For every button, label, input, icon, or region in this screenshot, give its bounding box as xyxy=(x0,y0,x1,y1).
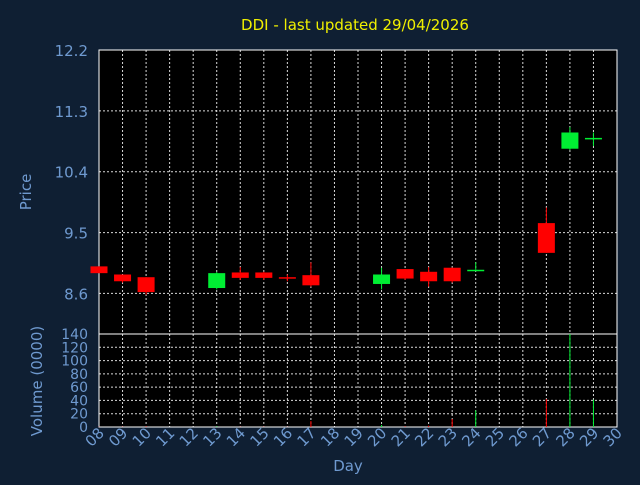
day-tick-labels: 0809101112131415161718192021222324252627… xyxy=(82,424,626,450)
day-tick-label: 19 xyxy=(341,424,367,450)
candle-body xyxy=(137,277,155,293)
volume-tick-label: 40 xyxy=(70,393,88,409)
candle-body xyxy=(396,269,414,279)
day-tick-label: 18 xyxy=(317,424,343,450)
volume-tick-label: 0 xyxy=(79,420,88,436)
day-tick-label: 25 xyxy=(482,424,508,450)
volume-tick-label: 80 xyxy=(70,367,88,383)
day-tick-label: 24 xyxy=(458,424,484,450)
candle-body xyxy=(443,267,461,282)
day-tick-label: 17 xyxy=(294,424,320,450)
volume-tick-label: 100 xyxy=(61,354,88,370)
day-tick-label: 14 xyxy=(223,424,249,450)
volume-tick-label: 60 xyxy=(70,380,88,396)
volume-tick-label: 140 xyxy=(61,327,88,343)
candle-body xyxy=(373,274,391,284)
day-tick-label: 30 xyxy=(600,424,626,450)
day-tick-label: 12 xyxy=(176,424,202,450)
price-tick-label: 12.2 xyxy=(55,42,88,60)
day-tick-label: 15 xyxy=(246,424,272,450)
price-tick-label: 9.5 xyxy=(64,225,88,243)
candle-body xyxy=(208,273,226,289)
candle-body xyxy=(561,132,579,149)
candle-body xyxy=(231,272,249,278)
day-axis-label: Day xyxy=(333,457,363,475)
candle-body xyxy=(584,137,602,140)
day-tick-label: 11 xyxy=(152,424,178,450)
day-tick-label: 26 xyxy=(505,424,531,450)
day-tick-label: 23 xyxy=(435,424,461,450)
day-tick-label: 10 xyxy=(129,424,155,450)
price-tick-label: 11.3 xyxy=(55,103,88,121)
candle-body xyxy=(302,275,320,286)
day-tick-label: 20 xyxy=(364,424,390,450)
day-tick-label: 16 xyxy=(270,424,296,450)
price-tick-label: 10.4 xyxy=(55,164,88,182)
volume-tick-label: 120 xyxy=(61,340,88,356)
day-tick-label: 29 xyxy=(576,424,602,450)
candle-body xyxy=(420,271,438,282)
volume-tick-label: 20 xyxy=(70,407,88,423)
price-tick-labels: 8.6 9.5 10.4 11.3 12.2 xyxy=(55,42,88,303)
candle-body xyxy=(537,223,555,253)
day-tick-label: 27 xyxy=(529,424,555,450)
volume-series xyxy=(98,334,594,427)
day-tick-label: 09 xyxy=(105,424,131,450)
candle-body xyxy=(467,269,485,272)
candle-body xyxy=(114,274,132,282)
candle-series xyxy=(90,127,602,295)
day-tick-label: 21 xyxy=(388,424,414,450)
day-tick-label: 22 xyxy=(411,424,437,450)
candle-body xyxy=(255,272,273,278)
day-tick-label: 13 xyxy=(199,424,225,450)
price-axis-label: Price xyxy=(17,174,35,211)
day-tick-label: 28 xyxy=(553,424,579,450)
candle-body xyxy=(278,277,296,279)
candle-body xyxy=(90,266,108,274)
chart-title: DDI - last updated 29/04/2026 xyxy=(241,16,469,34)
price-tick-label: 8.6 xyxy=(64,285,88,303)
volume-axis-label: Volume (0000) xyxy=(28,326,46,436)
